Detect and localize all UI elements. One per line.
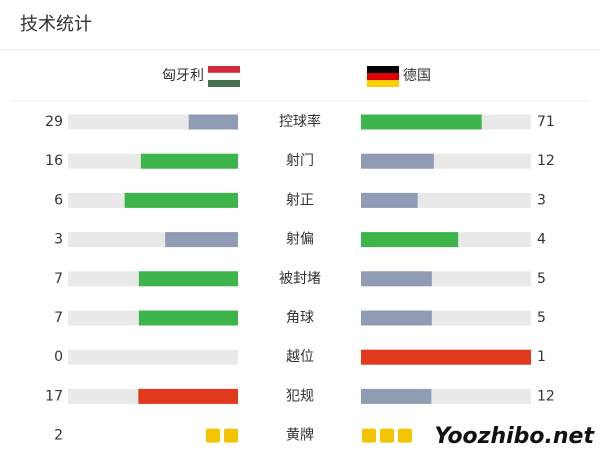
away-value: 12	[537, 153, 555, 169]
away-bar	[361, 388, 432, 404]
stat-label: 射正	[286, 192, 314, 208]
away-bar	[361, 349, 531, 365]
stat-label: 犯规	[286, 388, 314, 404]
stat-label: 角球	[286, 310, 314, 326]
stat-label: 射门	[286, 153, 314, 169]
away-bar	[361, 310, 432, 326]
home-value: 2	[54, 428, 63, 444]
yellow-card	[380, 428, 394, 443]
yellow-card	[398, 428, 412, 443]
home-bar	[138, 271, 238, 287]
home-bar	[124, 192, 238, 208]
germany-flag	[367, 66, 399, 87]
home-value: 0	[54, 349, 63, 365]
home-bar	[138, 310, 238, 326]
away-value: 5	[537, 310, 546, 326]
stat-label: 被封堵	[279, 271, 321, 287]
yellow-card	[206, 428, 220, 443]
stat-label: 黄牌	[286, 427, 314, 444]
home-value: 16	[45, 153, 63, 169]
away-value: 3	[537, 192, 546, 208]
away-value: 5	[537, 271, 546, 287]
panel-title: 技术统计	[20, 14, 92, 35]
away-bar	[361, 271, 432, 287]
home-bar	[140, 153, 238, 169]
away-value: 4	[537, 232, 546, 248]
home-bar	[138, 388, 238, 404]
away-value: 12	[537, 388, 555, 404]
home-value: 17	[45, 388, 63, 404]
home-value: 7	[54, 271, 63, 287]
home-bar	[188, 114, 238, 130]
stat-label: 射偏	[286, 232, 314, 248]
home-value: 29	[45, 114, 63, 130]
away-value: 71	[537, 114, 555, 130]
away-bar	[361, 153, 434, 169]
home-value: 3	[54, 232, 63, 248]
hungary-flag	[207, 66, 241, 87]
home-track	[68, 349, 238, 365]
home-bar	[165, 232, 238, 248]
home-value: 7	[54, 310, 63, 326]
yellow-card	[224, 428, 238, 443]
home-value: 6	[54, 192, 63, 208]
away-value: 1	[537, 349, 546, 365]
away-bar	[361, 192, 418, 208]
stat-label: 控球率	[279, 113, 321, 130]
home-team: 匈牙利	[162, 68, 204, 84]
yellow-card	[362, 428, 376, 443]
away-bar	[361, 232, 459, 248]
watermark: Yoozhibo.net	[434, 424, 595, 449]
away-bar	[361, 114, 482, 130]
stat-label: 越位	[286, 349, 314, 365]
away-team: 德国	[403, 68, 431, 84]
